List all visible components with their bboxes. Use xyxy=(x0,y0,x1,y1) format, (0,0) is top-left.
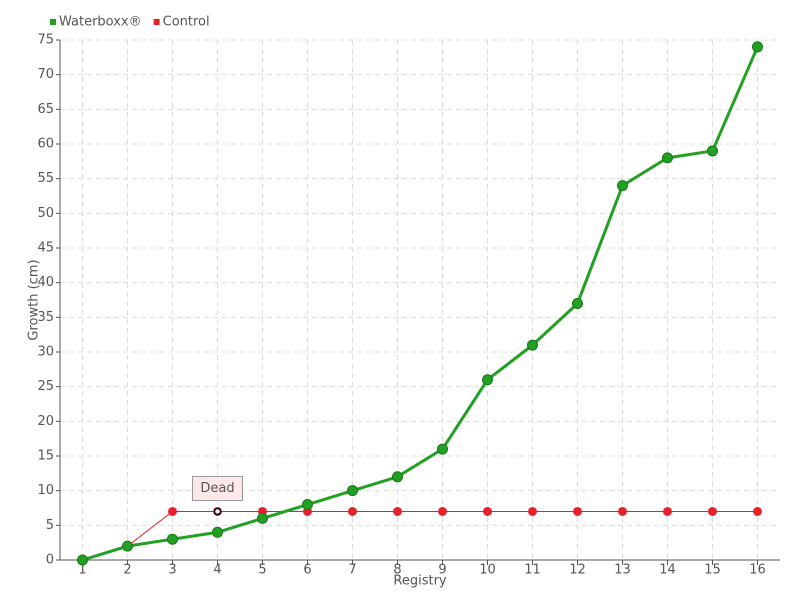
data-point xyxy=(167,533,178,545)
y-tick-label: 35 xyxy=(37,310,54,325)
series-line xyxy=(82,46,759,562)
y-tick-label: 60 xyxy=(37,137,54,152)
x-tick-label: 13 xyxy=(614,563,631,578)
data-point xyxy=(483,506,492,516)
x-tick-label: 1 xyxy=(78,563,86,578)
data-point xyxy=(528,506,537,516)
x-tick-label: 9 xyxy=(438,563,446,578)
data-point xyxy=(662,152,673,164)
y-tick-label: 45 xyxy=(37,241,54,256)
y-tick-label: 20 xyxy=(37,414,54,429)
data-point xyxy=(663,506,672,516)
data-point xyxy=(752,41,763,53)
x-tick-label: 15 xyxy=(704,563,721,578)
y-tick-label: 0 xyxy=(46,553,54,568)
x-axis-label: Registry xyxy=(393,574,447,589)
data-point xyxy=(573,506,582,516)
data-point xyxy=(708,506,717,516)
data-point xyxy=(482,374,493,386)
x-tick-label: 7 xyxy=(348,563,356,578)
x-tick-label: 6 xyxy=(303,563,311,578)
y-tick-label: 15 xyxy=(37,449,54,464)
data-point xyxy=(527,339,538,351)
data-point xyxy=(753,506,762,516)
y-axis-label: Growth (cm) xyxy=(27,259,42,340)
y-tick-label: 10 xyxy=(37,483,54,498)
data-point xyxy=(168,506,177,516)
x-tick-label: 4 xyxy=(213,563,221,578)
x-tick-label: 10 xyxy=(479,563,496,578)
data-point xyxy=(617,180,628,192)
legend-label: Waterboxx® xyxy=(59,15,142,30)
annotation-text: Dead xyxy=(200,481,234,496)
data-point xyxy=(122,540,133,552)
annotation-box xyxy=(192,475,243,501)
x-tick-label: 5 xyxy=(258,563,266,578)
data-point xyxy=(212,526,223,538)
x-tick-label: 2 xyxy=(123,563,131,578)
data-point xyxy=(437,443,448,455)
legend-swatch xyxy=(50,19,56,25)
data-point xyxy=(77,554,88,566)
x-tick-label: 12 xyxy=(569,563,586,578)
y-tick-label: 65 xyxy=(37,102,54,117)
data-point xyxy=(572,297,583,309)
series-line xyxy=(82,510,758,561)
x-tick-label: 11 xyxy=(524,563,541,578)
data-point xyxy=(707,145,718,157)
data-point xyxy=(392,471,403,483)
legend-label: Control xyxy=(163,15,210,30)
data-point xyxy=(438,506,447,516)
data-point xyxy=(348,506,357,516)
x-tick-label: 3 xyxy=(168,563,176,578)
legend-swatch xyxy=(153,19,160,25)
x-tick-label: 14 xyxy=(659,563,676,578)
y-tick-label: 50 xyxy=(37,206,54,221)
data-point xyxy=(347,485,358,497)
data-point xyxy=(393,506,402,516)
y-tick-label: 30 xyxy=(37,345,54,360)
x-tick-label: 8 xyxy=(393,563,401,578)
data-point xyxy=(257,512,268,524)
y-tick-label: 75 xyxy=(37,33,54,48)
y-tick-label: 40 xyxy=(37,275,54,290)
data-point xyxy=(618,506,627,516)
annotation-marker xyxy=(213,507,222,516)
y-tick-label: 5 xyxy=(46,518,54,533)
y-tick-label: 70 xyxy=(37,67,54,82)
y-tick-label: 25 xyxy=(37,379,54,394)
x-tick-label: 16 xyxy=(749,563,766,578)
data-point xyxy=(302,499,313,511)
y-tick-label: 55 xyxy=(37,171,54,186)
